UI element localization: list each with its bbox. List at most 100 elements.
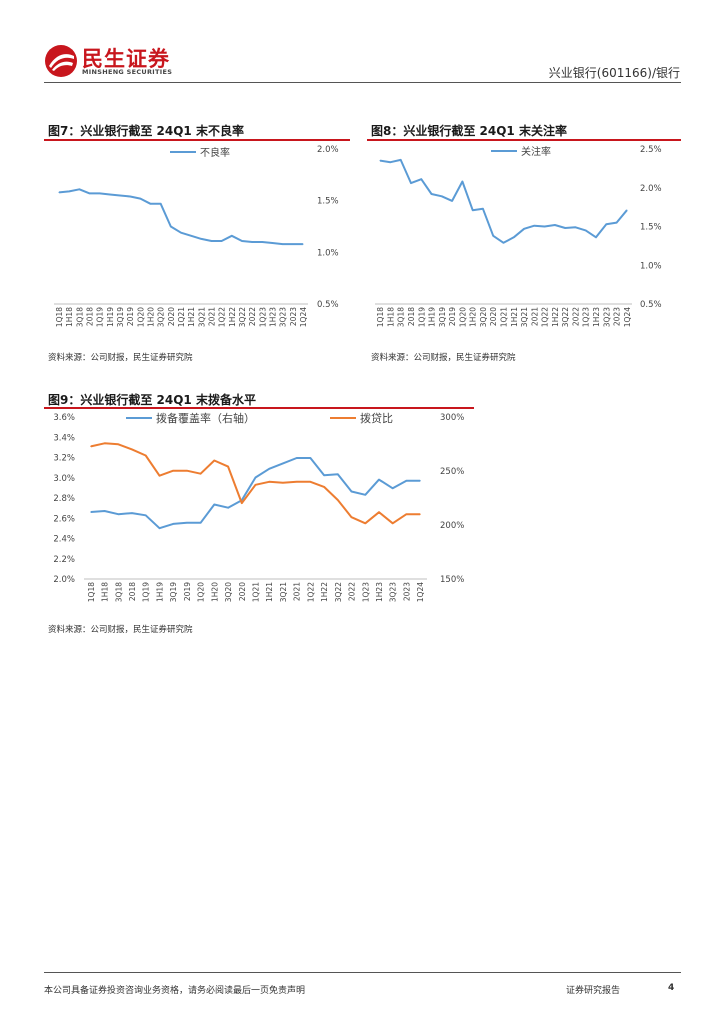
data-point xyxy=(186,522,188,524)
data-point xyxy=(337,473,339,475)
x-tick-label: 1H21 xyxy=(510,307,519,327)
data-point xyxy=(585,229,587,231)
data-point xyxy=(99,192,101,195)
y-tick-label: 2.5% xyxy=(640,145,662,155)
x-tick-label: 3Q23 xyxy=(389,582,398,602)
y-left-tick-label: 3.0% xyxy=(53,474,75,484)
x-tick-label: 3Q19 xyxy=(116,307,125,327)
figure-8-title-rule xyxy=(367,139,681,141)
data-point xyxy=(309,457,311,459)
data-point xyxy=(595,236,597,238)
y-left-tick-label: 3.2% xyxy=(53,454,75,464)
logo-text-en: MINSHENG SECURITIES xyxy=(82,68,173,76)
x-tick-label: 3Q19 xyxy=(438,307,447,327)
data-point xyxy=(109,193,111,196)
x-tick-label: 1H23 xyxy=(268,307,277,327)
x-tick-label: 1Q23 xyxy=(582,307,591,327)
y-left-tick-label: 2.6% xyxy=(53,514,75,524)
y-tick-label: 0.5% xyxy=(640,300,662,310)
data-point xyxy=(461,180,463,183)
y-tick-label: 2.0% xyxy=(317,145,339,155)
figure-7-chart: 0.5% 1.0% 1.5% 2.0% 1Q18 1H18 3Q18 2018 1Q19 1H19… xyxy=(54,145,339,327)
x-tick-label: 1H18 xyxy=(101,582,110,602)
y-left-tick-label: 2.0% xyxy=(53,575,75,585)
data-point xyxy=(400,159,402,161)
data-point xyxy=(564,227,566,229)
x-tick-label: 2023 xyxy=(613,307,622,326)
data-point xyxy=(268,481,270,483)
x-tick-label: 1H18 xyxy=(65,307,74,327)
data-point xyxy=(58,191,60,193)
y-left-tick-label: 2.2% xyxy=(53,555,75,565)
y-tick-label: 0.5% xyxy=(317,300,339,310)
x-tick-label: 1Q23 xyxy=(361,582,370,602)
data-point xyxy=(251,241,253,243)
data-point xyxy=(405,480,408,482)
x-tick-label: 2018 xyxy=(128,582,137,601)
x-tick-label: 1Q23 xyxy=(258,307,267,327)
data-point xyxy=(158,475,161,477)
data-point xyxy=(271,242,274,244)
data-point xyxy=(227,507,229,509)
x-tick-label: 3Q20 xyxy=(224,582,233,602)
data-point xyxy=(513,236,515,238)
data-point xyxy=(626,209,628,211)
data-point xyxy=(90,445,92,447)
data-point xyxy=(350,516,353,518)
y-right-tick-label: 300% xyxy=(440,413,464,423)
header-divider xyxy=(44,82,681,83)
data-point xyxy=(68,190,70,192)
y-left-tick-label: 2.8% xyxy=(53,494,75,504)
data-point xyxy=(533,225,535,227)
data-point xyxy=(213,459,215,462)
x-tick-label: 1H22 xyxy=(320,582,329,602)
x-tick-label: 1Q20 xyxy=(458,307,467,327)
data-point xyxy=(419,513,421,515)
x-tick-label: 2018 xyxy=(407,307,416,326)
x-tick-label: 3Q23 xyxy=(279,307,288,327)
data-point xyxy=(615,222,618,224)
y-tick-label: 1.0% xyxy=(640,261,662,271)
series-line-不良率 xyxy=(59,188,303,246)
data-point xyxy=(282,482,284,484)
report-title: 兴业银行(601166)/银行 xyxy=(548,66,680,80)
data-point xyxy=(221,240,223,242)
data-point xyxy=(292,243,294,245)
x-tick-label: 1H19 xyxy=(106,307,115,327)
data-point xyxy=(605,223,607,225)
x-tick-label: 1Q24 xyxy=(623,307,632,327)
x-tick-label: 1Q22 xyxy=(218,307,227,327)
x-tick-label: 2019 xyxy=(183,582,192,601)
figure-9-chart: 2.0% 2.2% 2.4% 2.6% 2.8% 3.0% 3.2% 3.4% 3.6% 150%… xyxy=(53,411,464,602)
x-tick-label: 1H19 xyxy=(155,582,164,602)
data-point xyxy=(158,527,161,529)
x-tick-label: 3Q18 xyxy=(397,307,406,327)
data-point xyxy=(160,203,162,205)
y-left-tick-label: 3.6% xyxy=(53,413,75,423)
data-point xyxy=(482,208,484,210)
data-point xyxy=(378,479,380,481)
x-tick-label: 1Q19 xyxy=(96,307,105,327)
x-tick-label: 1H21 xyxy=(265,582,274,602)
y-tick-label: 1.5% xyxy=(640,223,662,233)
x-tick-label: 1Q24 xyxy=(299,307,308,327)
x-tick-label: 1H19 xyxy=(428,307,437,327)
data-point xyxy=(241,240,243,242)
x-tick-label: 1Q19 xyxy=(142,582,151,602)
x-tick-label: 1Q21 xyxy=(177,307,186,327)
footer-disclaimer: 本公司具备证券投资咨询业务资格，请务必阅读最后一页免责声明 xyxy=(44,986,306,996)
x-tick-label: 1H21 xyxy=(187,307,196,327)
legend-label: 关注率 xyxy=(521,145,551,158)
data-point xyxy=(145,454,147,457)
data-point xyxy=(186,470,188,472)
x-tick-label: 2019 xyxy=(448,307,457,326)
x-tick-label: 2021 xyxy=(207,307,216,326)
x-tick-label: 2022 xyxy=(348,582,357,601)
x-tick-label: 3Q20 xyxy=(157,307,166,327)
x-tick-label: 3Q20 xyxy=(479,307,488,327)
x-tick-label: 2018 xyxy=(86,307,95,326)
data-point xyxy=(254,476,257,479)
data-point xyxy=(78,188,80,190)
figure-8-chart: 0.5% 1.0% 1.5% 2.0% 2.5% 1Q18 1H18 3Q18 2018 1Q19… xyxy=(375,145,662,327)
data-point xyxy=(323,486,325,488)
